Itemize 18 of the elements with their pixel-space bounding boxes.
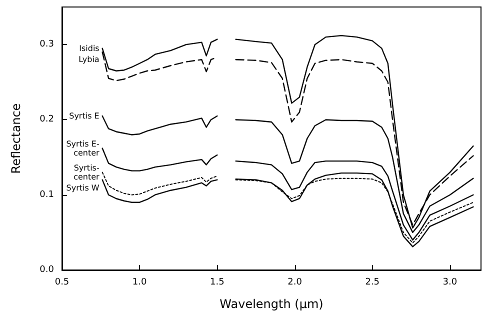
series-label: Lybia (78, 54, 100, 64)
y-tick-label: 0.1 (40, 190, 54, 200)
series-label: Isidis (79, 44, 100, 53)
x-tick-label: 0.5 (54, 278, 70, 288)
x-tick-label: 1.5 (210, 278, 224, 288)
x-tick-label: 2.5 (365, 278, 380, 288)
y-tick-label: 0.3 (40, 40, 54, 50)
series-label: Syrtis-center (74, 163, 100, 182)
x-tick-label: 3.0 (442, 278, 458, 288)
series-label: Syrtis E (69, 111, 100, 120)
x-tick-label: 1.0 (132, 278, 148, 288)
y-axis-title: Reflectance (9, 103, 23, 174)
y-tick-label: 0.2 (40, 114, 54, 125)
x-tick-label: 2.0 (288, 278, 302, 288)
y-tick-label: 0.0 (40, 265, 54, 275)
x-axis-title: Wavelength (μm) (220, 297, 324, 311)
series-label: Syrtis E-center (66, 139, 100, 158)
series-label: Syrtis W (66, 183, 100, 192)
